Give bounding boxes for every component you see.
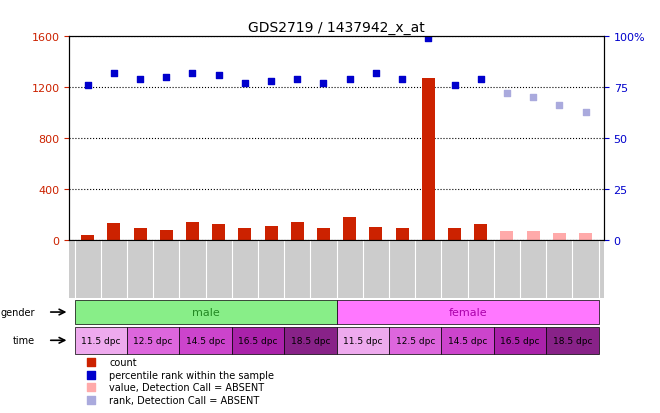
FancyBboxPatch shape	[75, 300, 337, 325]
Bar	[474, 225, 487, 240]
FancyBboxPatch shape	[389, 327, 442, 354]
Point	[85, 396, 96, 403]
Point	[528, 95, 539, 101]
Point	[240, 81, 250, 87]
Point	[85, 359, 96, 366]
Bar	[527, 232, 540, 240]
Bar	[108, 223, 120, 240]
FancyBboxPatch shape	[284, 327, 337, 354]
Point	[266, 78, 277, 85]
Bar	[81, 235, 94, 240]
FancyBboxPatch shape	[494, 327, 546, 354]
Bar	[553, 233, 566, 240]
Point	[580, 109, 591, 116]
Text: male: male	[191, 307, 219, 317]
Bar	[265, 226, 278, 240]
Point	[345, 76, 355, 83]
Text: 12.5 dpc: 12.5 dpc	[133, 336, 173, 345]
Text: rank, Detection Call = ABSENT: rank, Detection Call = ABSENT	[110, 395, 259, 405]
Text: female: female	[448, 307, 487, 317]
Bar	[317, 229, 330, 240]
Point	[371, 70, 381, 77]
Text: 16.5 dpc: 16.5 dpc	[238, 336, 278, 345]
Bar	[238, 228, 251, 240]
FancyBboxPatch shape	[232, 327, 284, 354]
FancyBboxPatch shape	[337, 300, 599, 325]
Text: 11.5 dpc: 11.5 dpc	[81, 336, 121, 345]
Text: 12.5 dpc: 12.5 dpc	[395, 336, 435, 345]
Point	[449, 83, 460, 89]
Text: value, Detection Call = ABSENT: value, Detection Call = ABSENT	[110, 382, 265, 392]
Bar	[395, 229, 409, 240]
Point	[187, 70, 198, 77]
Point	[554, 103, 565, 109]
Point	[135, 76, 145, 83]
Bar	[160, 230, 173, 240]
Bar	[186, 222, 199, 240]
Bar	[500, 231, 513, 240]
FancyBboxPatch shape	[442, 327, 494, 354]
Text: count: count	[110, 358, 137, 368]
Bar	[133, 229, 147, 240]
Point	[397, 76, 407, 83]
Point	[85, 372, 96, 378]
Point	[292, 76, 302, 83]
Point	[475, 76, 486, 83]
Text: 16.5 dpc: 16.5 dpc	[500, 336, 540, 345]
Bar	[343, 218, 356, 240]
Title: GDS2719 / 1437942_x_at: GDS2719 / 1437942_x_at	[248, 21, 425, 35]
Point	[502, 91, 512, 97]
FancyBboxPatch shape	[546, 327, 599, 354]
Text: percentile rank within the sample: percentile rank within the sample	[110, 370, 275, 380]
Bar	[422, 79, 435, 240]
Point	[85, 384, 96, 391]
FancyBboxPatch shape	[180, 327, 232, 354]
FancyBboxPatch shape	[337, 327, 389, 354]
Bar	[212, 225, 225, 240]
Text: 18.5 dpc: 18.5 dpc	[552, 336, 592, 345]
FancyBboxPatch shape	[127, 327, 180, 354]
Text: 14.5 dpc: 14.5 dpc	[448, 336, 487, 345]
Text: 18.5 dpc: 18.5 dpc	[290, 336, 330, 345]
Point	[161, 74, 172, 81]
FancyBboxPatch shape	[75, 327, 127, 354]
Bar	[291, 222, 304, 240]
Text: 14.5 dpc: 14.5 dpc	[186, 336, 225, 345]
Bar	[370, 228, 382, 240]
Text: 11.5 dpc: 11.5 dpc	[343, 336, 383, 345]
Point	[213, 72, 224, 79]
Bar	[579, 234, 592, 240]
Bar	[448, 228, 461, 240]
Point	[318, 81, 329, 87]
Text: gender: gender	[0, 307, 34, 317]
Point	[108, 70, 119, 77]
Text: time: time	[13, 335, 34, 345]
Point	[82, 83, 93, 89]
Point	[423, 36, 434, 43]
